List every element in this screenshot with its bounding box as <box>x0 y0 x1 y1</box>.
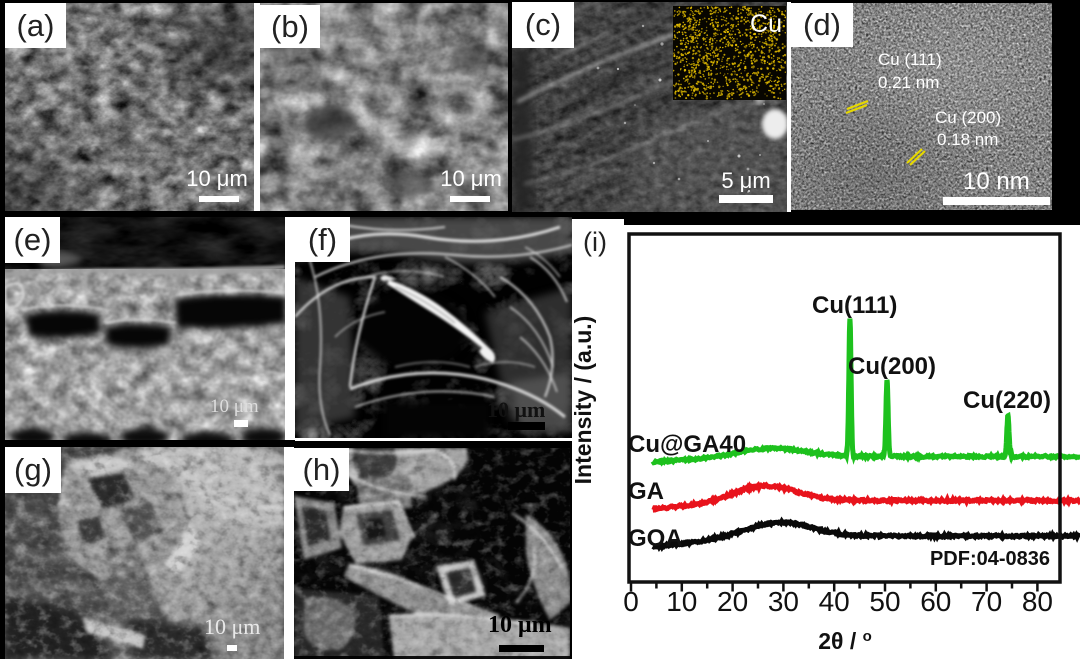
svg-text:Cu: Cu <box>750 10 782 38</box>
